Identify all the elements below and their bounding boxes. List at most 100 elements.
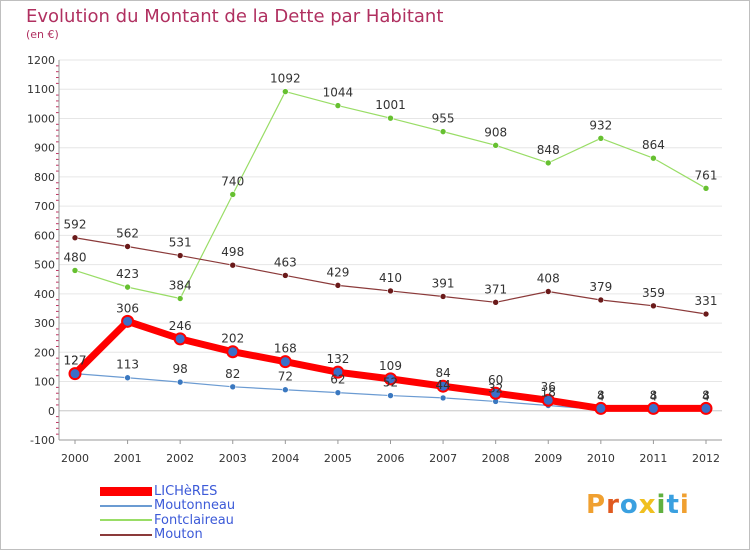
data-label-0: 8: [702, 388, 710, 402]
series-point-0: [121, 314, 135, 328]
data-label-0: 36: [541, 380, 556, 394]
data-label-3: 379: [589, 280, 612, 294]
data-label-1: 62: [330, 373, 345, 387]
series-point-2: [387, 114, 394, 122]
legend-label: Moutonneau: [154, 498, 236, 513]
x-tick-label: 2004: [271, 452, 299, 465]
data-label-2: 908: [484, 125, 507, 139]
y-tick-label: 1100: [27, 83, 55, 96]
data-label-0: 306: [116, 301, 139, 315]
x-tick-label: 2008: [482, 452, 510, 465]
data-label-1: 98: [173, 362, 188, 376]
series-point-2: [334, 102, 342, 109]
data-label-2: 761: [695, 168, 718, 182]
x-tick-label: 2001: [114, 452, 142, 465]
data-label-2: 740: [221, 174, 244, 188]
legend-label: LICHèRES: [154, 483, 218, 499]
y-tick-label: 700: [34, 200, 55, 213]
y-tick-label: 300: [34, 317, 55, 330]
data-label-0: 127: [64, 354, 87, 368]
data-label-2: 955: [432, 112, 455, 126]
series-point-0: [436, 379, 450, 393]
legend-swatch: [100, 533, 152, 536]
series-point-3: [334, 282, 342, 289]
y-tick-label: 800: [34, 171, 55, 184]
series-point-1: [229, 383, 237, 391]
legend-item: Mouton: [100, 527, 203, 543]
logo-letter: P: [586, 490, 607, 520]
series-point-0: [68, 367, 82, 381]
legend-item: LICHèRES: [100, 483, 217, 499]
data-label-3: 498: [221, 245, 244, 259]
series-point-0: [699, 401, 713, 415]
series-point-0: [541, 393, 555, 407]
series-point-0: [173, 332, 187, 346]
series-point-3: [124, 243, 131, 250]
series-point-0: [489, 386, 503, 400]
legend-label: Fontclaireau: [154, 512, 234, 528]
x-tick-label: 2006: [377, 452, 405, 465]
data-label-1: 127: [64, 354, 87, 368]
legend-swatch: [100, 486, 152, 496]
series-point-2: [71, 267, 79, 274]
series-point-3: [282, 272, 289, 279]
series-point-2: [702, 185, 710, 192]
y-tick-label: 400: [34, 288, 55, 301]
y-tick-label: 0: [48, 405, 55, 418]
data-label-1: 18: [541, 386, 556, 400]
y-tick-label: 1200: [27, 54, 55, 67]
series-point-1: [176, 378, 184, 386]
series-point-0: [646, 401, 660, 415]
data-label-2: 1044: [323, 86, 354, 100]
series-point-2: [229, 191, 237, 198]
data-label-3: 391: [432, 276, 455, 290]
series-point-2: [544, 159, 552, 167]
data-label-2: 1092: [270, 72, 301, 86]
data-label-0: 8: [597, 388, 605, 402]
series-point-3: [650, 302, 657, 310]
y-tick-label: 900: [34, 142, 55, 155]
data-label-2: 384: [169, 279, 192, 293]
data-label-1: 113: [116, 358, 139, 372]
data-label-2: 932: [589, 118, 612, 132]
series-point-1: [439, 394, 447, 402]
data-label-0: 132: [326, 352, 349, 366]
series-point-3: [492, 299, 499, 306]
x-tick-label: 2003: [219, 452, 247, 465]
logo-letter: x: [638, 490, 657, 520]
series-point-0: [594, 401, 608, 415]
data-label-3: 371: [484, 282, 507, 296]
series-point-2: [176, 295, 184, 302]
series-point-1: [282, 386, 289, 394]
data-label-1: 32: [488, 381, 503, 395]
data-label-2: 864: [642, 138, 665, 152]
data-label-1: 72: [278, 370, 293, 384]
logo-letter: i: [656, 490, 667, 520]
series-point-3: [387, 287, 394, 295]
data-label-0: 202: [221, 332, 244, 346]
data-label-1: 4: [702, 390, 710, 404]
y-tick-label: 200: [34, 346, 55, 359]
series-point-0: [226, 345, 240, 359]
data-label-0: 84: [435, 366, 450, 380]
x-tick-label: 2011: [639, 452, 667, 465]
data-label-2: 423: [116, 267, 139, 281]
series-point-2: [439, 128, 447, 135]
series-point-2: [124, 283, 131, 291]
data-label-3: 410: [379, 271, 402, 285]
legend-item: Fontclaireau: [100, 512, 234, 528]
x-tick-label: 2010: [587, 452, 615, 465]
series-point-2: [650, 154, 657, 162]
data-label-3: 429: [326, 265, 349, 279]
series-point-3: [229, 261, 237, 269]
data-label-3: 531: [169, 236, 192, 250]
x-tick-label: 2012: [692, 452, 720, 465]
logo-letter: t: [666, 490, 680, 520]
legend-swatch: [100, 504, 152, 507]
series-point-3: [71, 234, 79, 242]
data-label-2: 848: [537, 143, 560, 157]
data-label-1: 4: [597, 390, 605, 404]
series-point-2: [282, 88, 289, 95]
y-tick-label: 500: [34, 259, 55, 272]
